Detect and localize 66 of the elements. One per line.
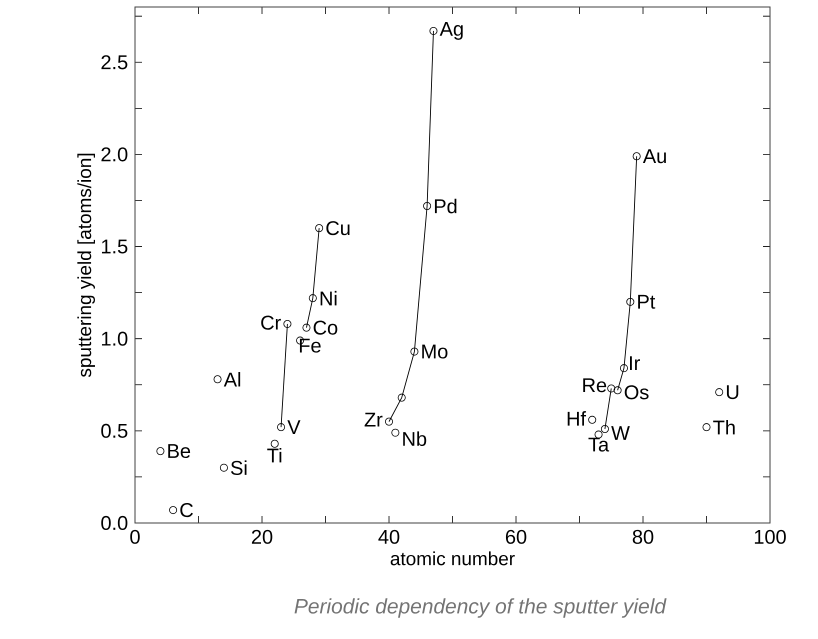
- point: [614, 386, 622, 394]
- point: [588, 416, 596, 424]
- point: [156, 447, 164, 456]
- x-tick-label: 20: [252, 530, 272, 544]
- y-tick-label: 0.5: [101, 424, 128, 438]
- x-tick-label: 60: [506, 530, 526, 544]
- x-tick-label: 100: [754, 530, 786, 544]
- point: [315, 224, 324, 232]
- text: Periodic dependency of the sputter yield: [294, 598, 667, 618]
- point: [600, 425, 609, 433]
- point: [220, 464, 228, 472]
- point: [308, 294, 317, 302]
- annotation: Co: [314, 320, 338, 335]
- point: [214, 375, 222, 384]
- annotation: Ag: [440, 22, 463, 40]
- annotation: Pd: [434, 198, 456, 214]
- point: [169, 506, 178, 514]
- annotation: Ni: [320, 290, 336, 306]
- point: [410, 348, 418, 356]
- point: [626, 298, 634, 306]
- annotation: Nb: [403, 431, 426, 446]
- point: [715, 388, 724, 396]
- point: [277, 423, 286, 432]
- annotation: W: [611, 426, 630, 440]
- x-tick-label: 40: [378, 530, 400, 544]
- annotation: Al: [224, 372, 240, 386]
- annotation: Ir: [630, 356, 640, 370]
- annotation: Th: [713, 420, 735, 434]
- annotation: Ti: [267, 448, 282, 462]
- y-axis-title: sputtering yield [atoms/ion]: [77, 154, 95, 378]
- annotation: Cu: [326, 221, 350, 236]
- annotation: Pt: [638, 294, 656, 309]
- x-axis-title: atomic number: [390, 551, 515, 566]
- point: [302, 324, 310, 332]
- point: [702, 423, 711, 432]
- annotation: Hf: [568, 411, 586, 426]
- y-tick-label: 0.0: [101, 516, 128, 530]
- y-tick-label: 1.0: [102, 332, 128, 346]
- annotation: Zr: [364, 412, 382, 426]
- point: [398, 394, 406, 402]
- point: [423, 202, 432, 210]
- annotation: Ta: [588, 438, 610, 452]
- y-tick-label: 2.5: [101, 55, 128, 70]
- annotation: Be: [168, 444, 190, 458]
- annotation: U: [726, 385, 738, 400]
- x-tick-label: 0: [130, 530, 140, 544]
- annotation: C: [180, 503, 193, 518]
- annotation: Os: [624, 385, 649, 400]
- annotation: Fe: [300, 338, 321, 353]
- point: [632, 152, 641, 160]
- y-tick-label: 2.0: [101, 147, 128, 162]
- annotation: Si: [231, 460, 246, 476]
- annotation: V: [287, 420, 300, 434]
- annotation: Au: [642, 149, 666, 164]
- point: [607, 384, 616, 392]
- annotation: Re: [583, 378, 606, 392]
- point: [429, 26, 438, 35]
- point: [385, 418, 394, 426]
- y-tick-label: 1.5: [102, 240, 128, 254]
- annotation: Cr: [261, 316, 281, 330]
- point: [391, 428, 400, 437]
- point: [283, 320, 292, 328]
- x-tick-label: 80: [632, 530, 654, 544]
- point: [270, 440, 279, 448]
- annotation: Mo: [422, 344, 448, 359]
- point: [620, 364, 628, 372]
